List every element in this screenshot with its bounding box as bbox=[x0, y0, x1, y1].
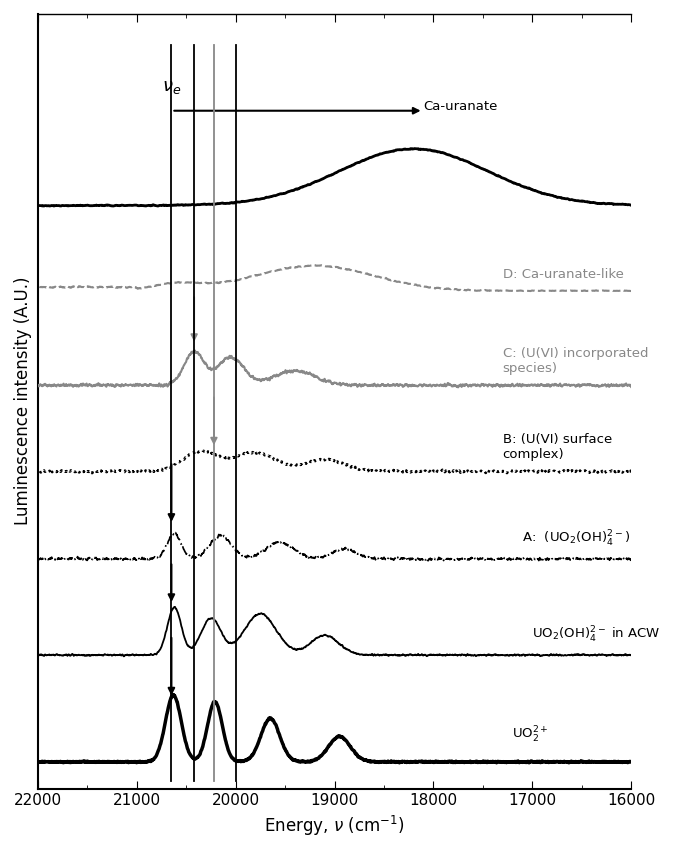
Text: UO$_2$(OH)$_4^{2-}$ in ACW: UO$_2$(OH)$_4^{2-}$ in ACW bbox=[532, 625, 661, 644]
Text: UO$_2^{2+}$: UO$_2^{2+}$ bbox=[512, 725, 549, 745]
Text: C: (U(VI) incorporated
species): C: (U(VI) incorporated species) bbox=[503, 347, 648, 375]
Text: B: (U(VI) surface
complex): B: (U(VI) surface complex) bbox=[503, 433, 612, 461]
X-axis label: Energy, $\nu$ (cm$^{-1}$): Energy, $\nu$ (cm$^{-1}$) bbox=[264, 814, 405, 838]
Text: A:  (UO$_2$(OH)$_4^{2-}$): A: (UO$_2$(OH)$_4^{2-}$) bbox=[523, 529, 630, 550]
Text: D: Ca-uranate-like: D: Ca-uranate-like bbox=[503, 268, 623, 281]
Y-axis label: Luminescence intensity (A.U.): Luminescence intensity (A.U.) bbox=[14, 277, 32, 526]
Text: Ca-uranate: Ca-uranate bbox=[423, 100, 498, 112]
Text: $\boldsymbol{\nu_e}$: $\boldsymbol{\nu_e}$ bbox=[162, 78, 181, 96]
